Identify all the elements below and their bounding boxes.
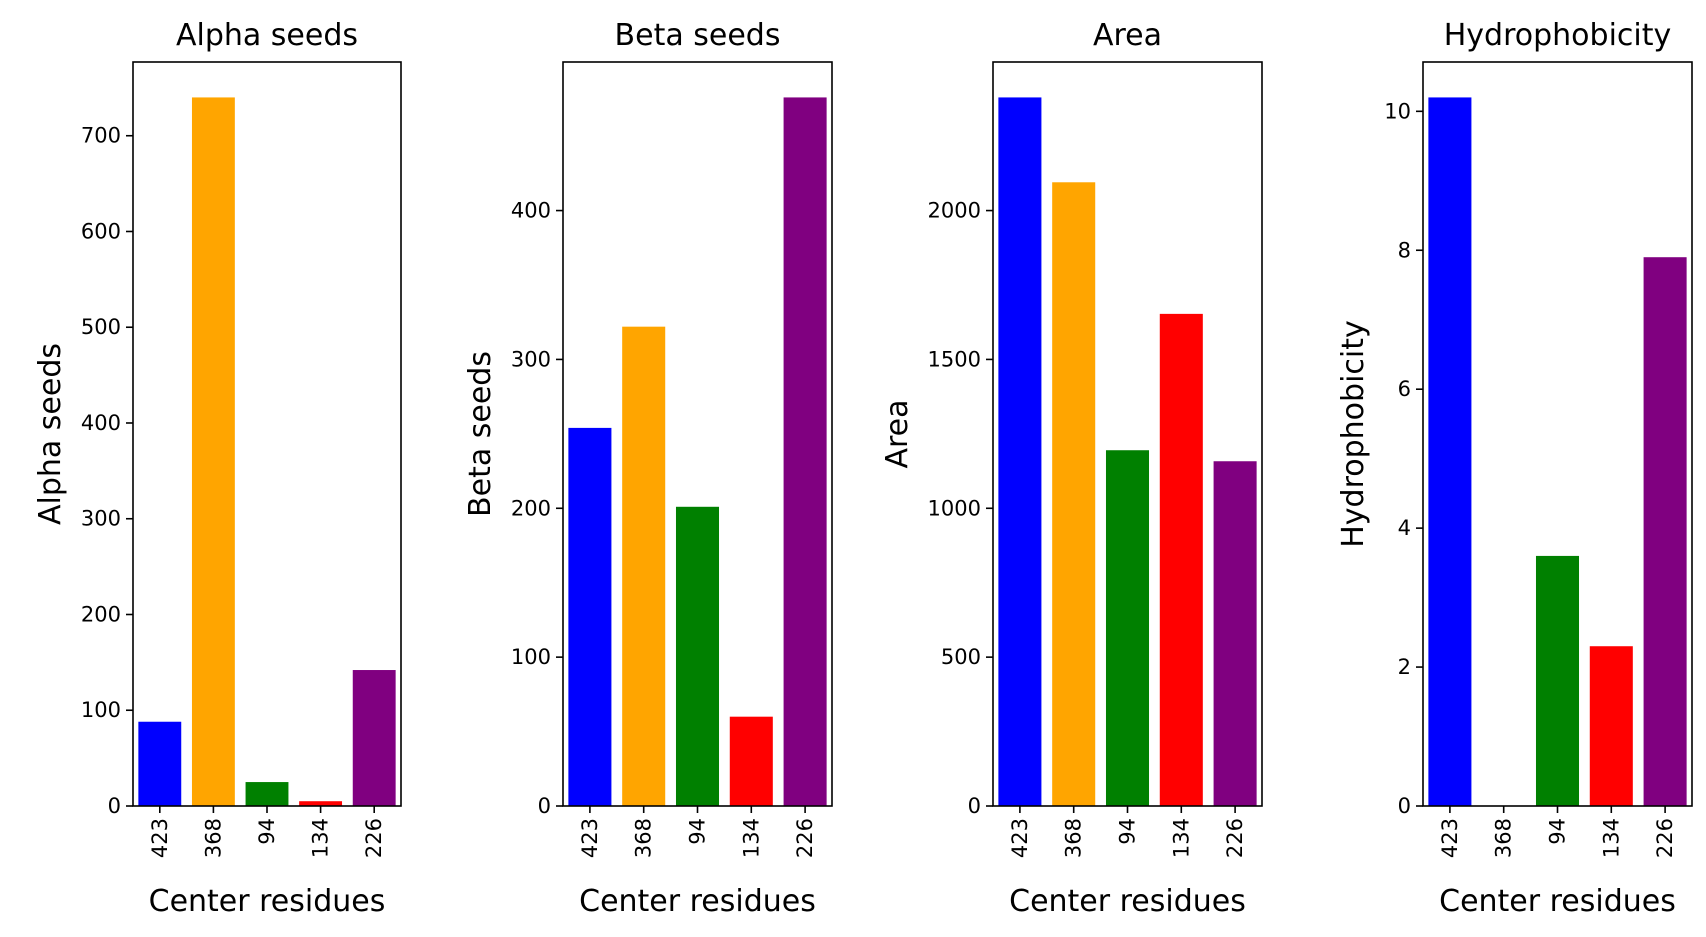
y-tick-label: 600 (81, 219, 121, 243)
y-tick-label: 2 (1398, 655, 1411, 679)
x-tick-label: 94 (686, 818, 710, 845)
y-tick-label: 400 (511, 199, 551, 223)
x-tick-label: 368 (1492, 818, 1516, 858)
x-tick-label: 226 (1653, 818, 1677, 858)
y-tick-label: 500 (941, 645, 981, 669)
y-tick-label: 500 (81, 315, 121, 339)
y-axis-label: Area (880, 399, 915, 468)
y-tick-label: 0 (538, 794, 551, 818)
bar-94 (675, 506, 720, 806)
chart-title: Beta seeds (615, 18, 781, 53)
chart-title: Hydrophobicity (1444, 18, 1672, 53)
bar-94 (245, 782, 289, 806)
x-tick-label: 368 (632, 818, 656, 858)
x-tick-label: 134 (739, 818, 763, 858)
bar-134 (299, 801, 343, 806)
x-tick-label: 94 (1116, 818, 1140, 845)
y-tick-label: 400 (81, 411, 121, 435)
y-tick-label: 700 (81, 124, 121, 148)
x-tick-label: 134 (1599, 818, 1623, 858)
x-tick-label: 423 (148, 818, 172, 858)
bar-423 (568, 427, 612, 806)
y-tick-label: 0 (108, 794, 121, 818)
y-tick-label: 0 (1398, 794, 1411, 818)
y-axis-label: Hydrophobicity (1336, 320, 1371, 548)
y-tick-label: 1500 (928, 347, 981, 371)
bar-94 (1535, 555, 1580, 806)
bar-368 (191, 97, 235, 806)
y-tick-label: 2000 (928, 199, 981, 223)
chart-panel-3: 0 500 1000 1500 2000 423 368 94 134 226 Area Center… (880, 18, 1263, 919)
bar-423 (1428, 97, 1472, 806)
x-tick-label: 423 (578, 818, 602, 858)
x-tick-label: 226 (1223, 818, 1247, 858)
x-tick-label: 368 (1062, 818, 1086, 858)
chart-title: Alpha seeds (176, 18, 358, 53)
x-tick-label: 94 (1546, 818, 1570, 845)
x-tick-label: 423 (1438, 818, 1462, 858)
x-tick-label: 226 (362, 818, 386, 858)
y-tick-label: 200 (511, 496, 551, 520)
y-axis-label: Beta seeds (463, 351, 498, 517)
bar-423 (998, 97, 1042, 806)
y-tick-label: 300 (81, 507, 121, 531)
y-tick-label: 4 (1398, 516, 1411, 540)
y-tick-label: 6 (1398, 377, 1411, 401)
bar-94 (1105, 450, 1150, 806)
chart-panel-1: 0 100 200 300 400 500 600 700 423 368 94 134 226 Alph… (33, 18, 402, 919)
chart-panel-4: 0 2 4 6 8 10 423 368 94 134 226 Hydrophobicity Cente… (1336, 18, 1693, 919)
bar-226 (352, 670, 396, 806)
y-tick-label: 300 (511, 347, 551, 371)
x-tick-label: 134 (1169, 818, 1193, 858)
y-tick-label: 200 (81, 602, 121, 626)
bar-226 (1213, 461, 1257, 806)
y-tick-label: 10 (1384, 99, 1411, 123)
x-axis-label: Center residues (1009, 884, 1246, 919)
bar-368 (1052, 182, 1096, 807)
x-tick-label: 226 (793, 818, 817, 858)
y-tick-label: 100 (511, 645, 551, 669)
bar-134 (1589, 646, 1633, 806)
y-tick-label: 1000 (928, 496, 981, 520)
y-tick-label: 8 (1398, 238, 1411, 262)
x-tick-label: 423 (1008, 818, 1032, 858)
y-tick-label: 0 (968, 794, 981, 818)
bar-134 (729, 716, 773, 806)
x-tick-label: 368 (201, 818, 225, 858)
x-axis-label: Center residues (1439, 884, 1676, 919)
y-axis-label: Alpha seeds (33, 343, 68, 525)
bar-226 (1643, 257, 1687, 806)
x-tick-label: 94 (255, 818, 279, 845)
bar-134 (1159, 313, 1203, 806)
bar-368 (622, 326, 666, 806)
bar-226 (783, 97, 827, 806)
x-axis-label: Center residues (149, 884, 386, 919)
chart-panel-2: 0 100 200 300 400 423 368 94 134 226 Beta seeds Cen… (463, 18, 833, 919)
x-axis-label: Center residues (579, 884, 816, 919)
bar-423 (138, 721, 182, 806)
y-tick-label: 100 (81, 698, 121, 722)
x-tick-label: 134 (309, 818, 333, 858)
chart-title: Area (1093, 18, 1162, 53)
